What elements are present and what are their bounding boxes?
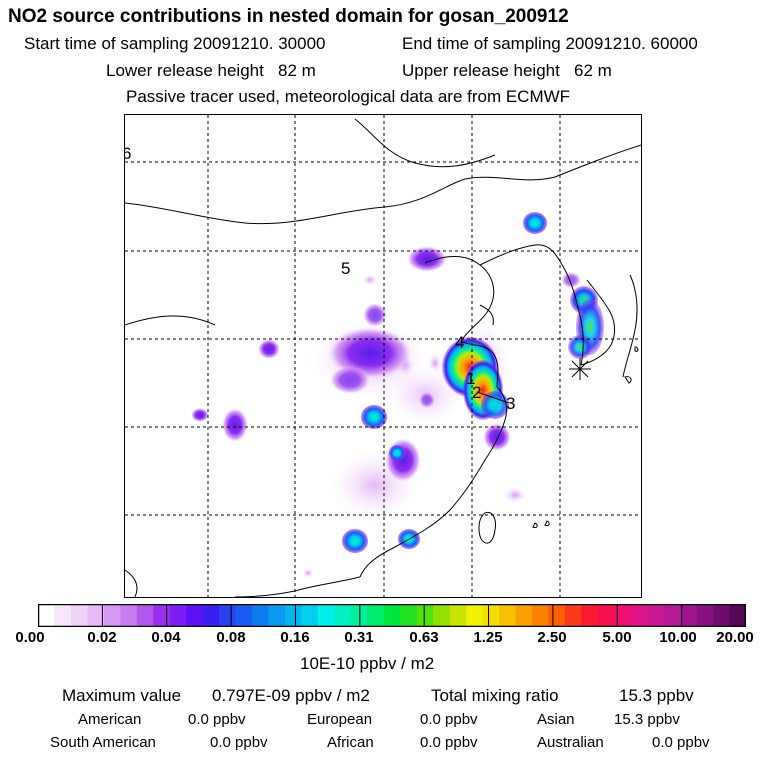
colorbar-tick-label: 0.00 <box>15 629 45 646</box>
total-mixing-value: 15.3 ppbv <box>619 686 694 705</box>
colorbar-tick-label: 0.04 <box>151 629 181 646</box>
region-label-6: 6 <box>125 144 131 163</box>
colorbar-swatch <box>400 604 418 627</box>
colorbar-tick-label: 5.00 <box>602 629 632 646</box>
contribution-value: 15.3 ppbv <box>614 711 680 728</box>
contribution-name: Australian <box>537 734 604 751</box>
contribution-name: European <box>307 711 373 728</box>
colorbar-swatch <box>614 604 632 627</box>
colorbar-unit: 10E-10 ppbv / m2 <box>300 654 435 673</box>
region-label-5: 5 <box>341 259 350 278</box>
region-label-1: 1 <box>466 369 475 388</box>
contribution-value: 0.0 ppbv <box>210 734 268 751</box>
colorbar-swatch <box>499 604 517 627</box>
colorbar-swatch <box>136 604 154 627</box>
colorbar-swatch <box>219 604 237 627</box>
total-mixing-label: Total mixing ratio <box>431 686 559 705</box>
colorbar-swatch <box>630 604 648 627</box>
colorbar-swatch <box>120 604 138 627</box>
colorbar-tick-label: 0.08 <box>216 629 246 646</box>
colorbar-swatch <box>548 604 566 627</box>
colorbar-swatch <box>581 604 599 627</box>
contribution-name: African <box>327 734 374 751</box>
colorbar-swatch <box>367 604 385 627</box>
tracer-note: Passive tracer used, meteorological data… <box>126 87 571 106</box>
colorbar-tick-label: 0.63 <box>409 629 439 646</box>
colorbar-tick-label: 2.50 <box>537 629 567 646</box>
contribution-name: South American <box>50 734 156 751</box>
colorbar-border <box>38 604 746 627</box>
contribution-value: 0.0 ppbv <box>188 711 246 728</box>
colorbar-swatch <box>301 604 319 627</box>
region-label-4: 4 <box>455 333 464 352</box>
colorbar-swatch <box>202 604 220 627</box>
colorbar-swatch <box>564 604 582 627</box>
max-value-label: Maximum value <box>62 686 182 705</box>
contribution-value: 0.0 ppbv <box>652 734 710 751</box>
max-value: 0.797E-09 ppbv / m2 <box>212 686 370 705</box>
concentration-field <box>191 212 604 578</box>
colorbar-swatch <box>449 604 467 627</box>
contribution-value: 0.0 ppbv <box>420 711 478 728</box>
colorbar-tick-label: 20.00 <box>716 629 754 646</box>
colorbar-swatch <box>680 604 698 627</box>
colorbar-tick-label: 0.16 <box>280 629 310 646</box>
colorbar-swatch <box>169 604 187 627</box>
colorbar-swatch <box>482 604 500 627</box>
receptor-star-icon <box>569 358 591 380</box>
start-time-label: Start time of sampling 20091210. 30000 <box>24 34 326 53</box>
colorbar-swatch <box>729 604 746 627</box>
colorbar-swatch <box>103 604 121 627</box>
colorbar-swatch <box>153 604 171 627</box>
lat-lon-grid <box>125 115 641 597</box>
colorbar-tick-label: 0.31 <box>344 629 374 646</box>
colorbar-swatch <box>515 604 533 627</box>
region-label-2: 2 <box>472 383 481 402</box>
colorbar-swatch <box>383 604 401 627</box>
contribution-value: 0.0 ppbv <box>420 734 478 751</box>
upper-release-height: Upper release height 62 m <box>402 61 612 80</box>
colorbar-swatch <box>252 604 270 627</box>
chart-title: NO2 source contributions in nested domai… <box>8 6 569 27</box>
colorbar <box>38 604 746 627</box>
colorbar-swatch <box>38 604 56 627</box>
colorbar-swatch <box>235 604 253 627</box>
colorbar-swatch <box>87 604 105 627</box>
colorbar-swatch <box>284 604 303 627</box>
colorbar-swatch <box>70 604 88 627</box>
contribution-name: Asian <box>537 711 575 728</box>
colorbar-tick-label: 0.02 <box>87 629 117 646</box>
end-time-label: End time of sampling 20091210. 60000 <box>402 34 698 53</box>
map-panel: 6 5 4 1 2 3 <box>124 114 642 598</box>
colorbar-tick-label: 10.00 <box>659 629 697 646</box>
map-svg: 6 5 4 1 2 3 <box>125 115 641 597</box>
colorbar-swatch <box>531 604 550 627</box>
colorbar-swatch <box>268 604 286 627</box>
colorbar-swatch <box>713 604 731 627</box>
region-label-3: 3 <box>506 394 515 413</box>
colorbar-swatch <box>433 604 451 627</box>
lower-release-height: Lower release height 82 m <box>106 61 316 80</box>
colorbar-swatch <box>647 604 665 627</box>
colorbar-swatch <box>416 604 434 627</box>
colorbar-swatch <box>696 604 714 627</box>
colorbar-swatch <box>466 604 484 627</box>
colorbar-swatch <box>663 604 681 627</box>
colorbar-swatch <box>317 604 335 627</box>
contribution-name: American <box>78 711 142 728</box>
colorbar-swatch <box>597 604 615 627</box>
colorbar-tick-label: 1.25 <box>473 629 503 646</box>
colorbar-swatch <box>186 604 204 627</box>
colorbar-swatch <box>334 604 352 627</box>
colorbar-swatch <box>54 604 72 627</box>
